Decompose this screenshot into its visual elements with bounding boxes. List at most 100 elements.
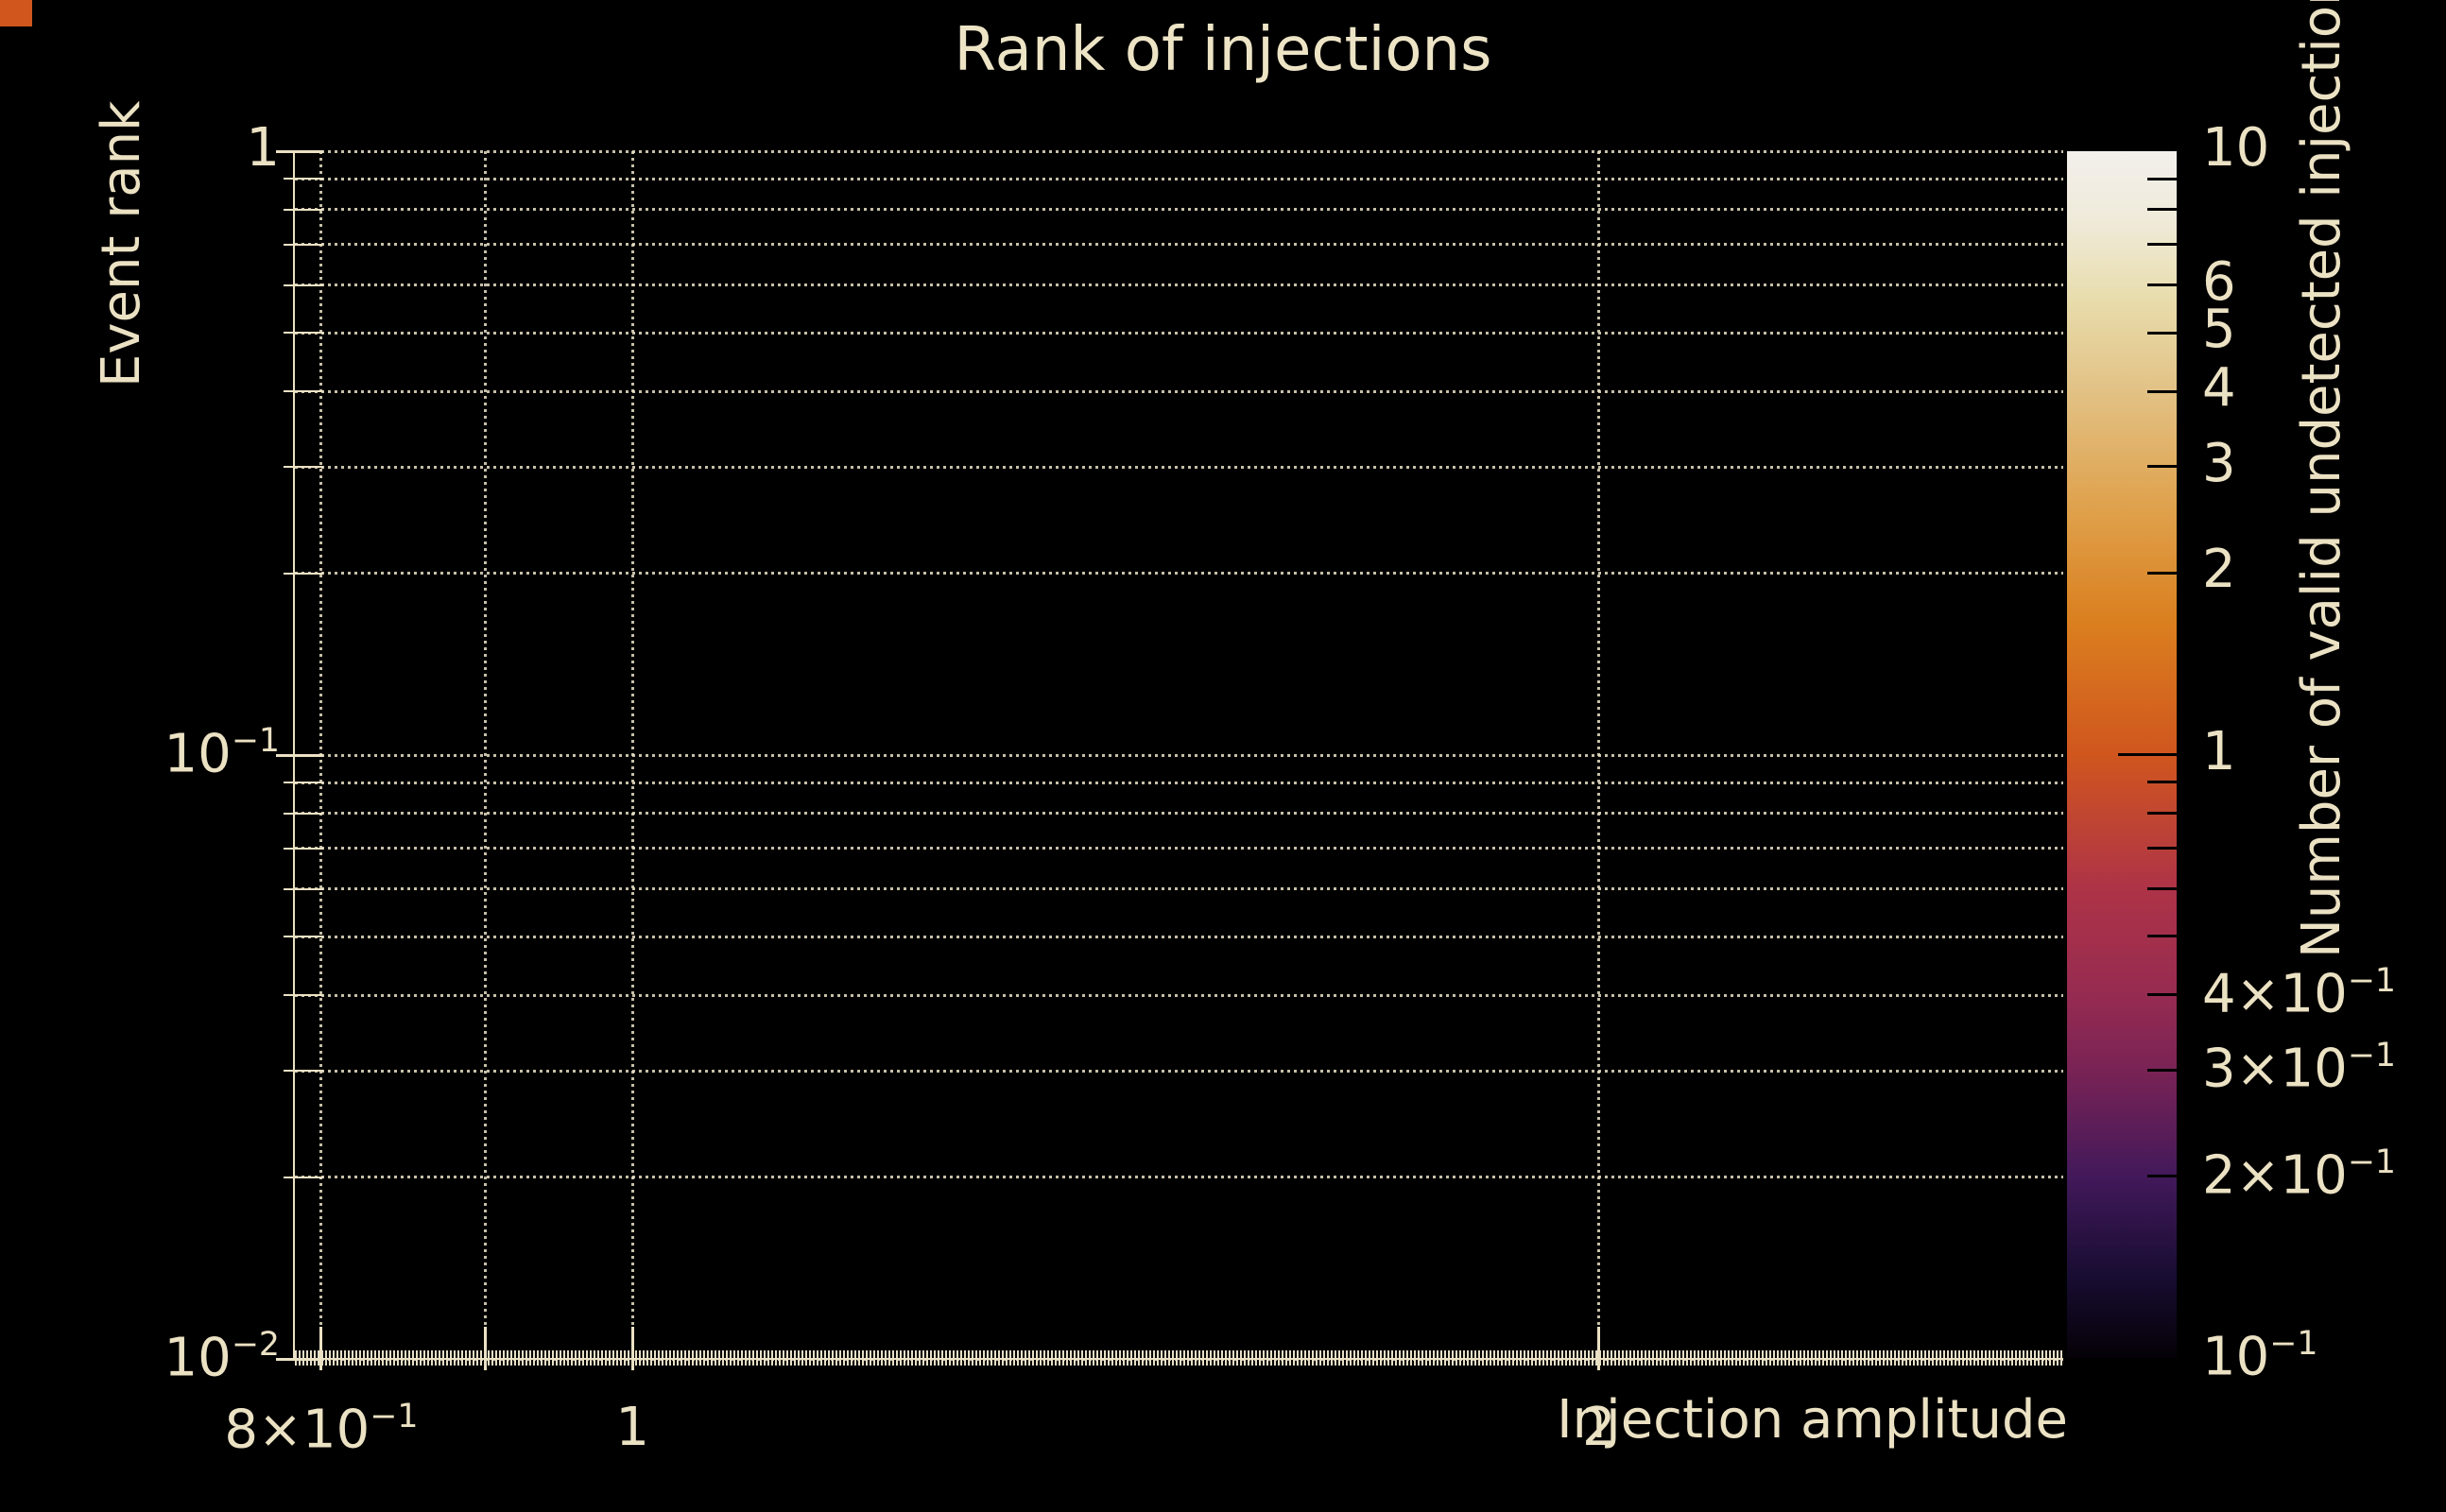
x-tick-label: 8×10−1	[224, 1398, 419, 1461]
x-tick-label: 1	[615, 1397, 649, 1458]
colorbar-label: Number of valid undetected injections	[2291, 0, 2352, 958]
y-minor-tick-mark-inner	[295, 390, 323, 393]
y-minor-tick-mark-outer	[284, 847, 295, 850]
y-minor-tick-mark-outer	[284, 390, 295, 393]
colorbar-tick-mark	[2147, 935, 2177, 938]
y-minor-gridline	[295, 1069, 2063, 1073]
y-minor-tick-mark-outer	[284, 208, 295, 211]
y-tick-mark-outer	[276, 753, 295, 757]
colorbar-tick-mark	[2147, 1175, 2177, 1178]
y-minor-tick-mark-inner	[295, 243, 323, 246]
y-minor-gridline	[295, 284, 2063, 287]
y-minor-gridline	[295, 935, 2063, 938]
colorbar-tick-mark	[2147, 284, 2177, 287]
colorbar-tick-label: 6	[2202, 250, 2236, 313]
y-minor-tick-mark-outer	[284, 812, 295, 815]
x-tick-mark-inner	[319, 1327, 323, 1359]
colorbar-tick-label: 1	[2202, 720, 2236, 782]
y-minor-tick-mark-outer	[284, 994, 295, 997]
left-spine	[293, 151, 295, 1360]
colorbar-tick-label: 3	[2202, 432, 2236, 494]
colorbar-tick-label: 5	[2202, 299, 2236, 361]
colorbar-tick-mark	[2147, 177, 2177, 180]
colorbar-tick-mark	[2147, 208, 2177, 212]
colorbar-tick-mark	[2147, 993, 2177, 997]
y-minor-tick-mark-inner	[295, 812, 323, 815]
x-tick-mark-inner	[630, 1327, 634, 1359]
y-minor-tick-mark-inner	[295, 994, 323, 997]
y-tick-mark-inner	[295, 753, 323, 757]
y-minor-gridline	[295, 887, 2063, 891]
x-tick-label: 2	[1582, 1397, 1616, 1458]
y-minor-gridline	[295, 389, 2063, 393]
colorbar-tick-label: 4×10−1	[2202, 961, 2396, 1025]
y-minor-tick-mark-outer	[284, 466, 295, 469]
x-axis-minor-comb-top	[295, 1350, 2063, 1358]
y-tick-mark-inner	[295, 149, 323, 153]
colorbar-tick-mark	[2147, 811, 2177, 815]
y-minor-tick-mark-outer	[284, 936, 295, 938]
y-tick-label: 10−2	[164, 1326, 280, 1389]
heatmap-bin	[0, 0, 32, 26]
y-minor-gridline	[295, 331, 2063, 335]
y-minor-tick-mark-inner	[295, 782, 323, 784]
x-tick-mark-inner	[484, 1327, 488, 1359]
y-minor-tick-mark-outer	[284, 572, 295, 575]
y-minor-gridline	[295, 781, 2063, 784]
y-minor-tick-mark-outer	[284, 887, 295, 890]
y-minor-gridline	[295, 243, 2063, 247]
y-minor-tick-mark-inner	[295, 572, 323, 575]
colorbar-tick-label: 4	[2202, 357, 2236, 420]
y-minor-tick-mark-inner	[295, 887, 323, 890]
colorbar-tick-mark	[2147, 465, 2177, 469]
colorbar-tick-mark	[2147, 243, 2177, 247]
y-tick-label: 10−1	[164, 722, 280, 785]
colorbar-tick-mark	[2147, 846, 2177, 850]
y-minor-tick-mark-inner	[295, 1176, 323, 1178]
colorbar-tick-mark	[2147, 886, 2177, 890]
colorbar-tick-mark	[2147, 781, 2177, 784]
x-axis-minor-comb-bottom	[295, 1360, 2063, 1366]
y-minor-tick-mark-outer	[284, 332, 295, 335]
chart-title: Rank of injections	[954, 15, 1492, 85]
y-minor-gridline	[295, 572, 2063, 576]
y-minor-tick-mark-inner	[295, 284, 323, 286]
colorbar-tick-mark	[2147, 571, 2177, 575]
y-minor-tick-mark-inner	[295, 332, 323, 335]
y-gridline	[295, 149, 2063, 153]
colorbar-tick-mark	[2147, 331, 2177, 335]
y-minor-gridline	[295, 812, 2063, 816]
bottom-spine	[293, 1358, 2063, 1360]
y-minor-gridline	[295, 177, 2063, 180]
colorbar-tick-label: 2×10−1	[2202, 1143, 2396, 1207]
y-minor-tick-mark-outer	[284, 1070, 295, 1073]
y-minor-tick-mark-inner	[295, 1070, 323, 1073]
y-tick-mark-outer	[276, 149, 295, 153]
y-minor-gridline	[295, 847, 2063, 850]
y-tick-mark-outer	[276, 1357, 295, 1361]
y-minor-tick-mark-inner	[295, 847, 323, 850]
y-minor-tick-mark-outer	[284, 1176, 295, 1178]
y-minor-gridline	[295, 1176, 2063, 1179]
colorbar-tick-mark	[2118, 753, 2177, 756]
colorbar-tick-label: 2	[2202, 539, 2236, 601]
y-minor-tick-mark-inner	[295, 208, 323, 211]
y-minor-gridline	[295, 465, 2063, 469]
y-minor-gridline	[295, 208, 2063, 212]
y-minor-tick-mark-outer	[284, 284, 295, 286]
colorbar-tick-label: 3×10−1	[2202, 1037, 2396, 1100]
colorbar-tick-mark	[2147, 389, 2177, 393]
y-minor-tick-mark-outer	[284, 243, 295, 246]
y-minor-tick-mark-outer	[284, 782, 295, 784]
y-minor-tick-mark-inner	[295, 936, 323, 938]
y-minor-tick-mark-inner	[295, 178, 323, 180]
x-axis-label: Injection amplitude	[1557, 1389, 2068, 1451]
y-minor-gridline	[295, 993, 2063, 997]
y-minor-tick-mark-inner	[295, 466, 323, 469]
y-minor-tick-mark-outer	[284, 178, 295, 180]
colorbar-tick-mark	[2147, 1068, 2177, 1072]
colorbar-tick-label: 10−1	[2202, 1325, 2318, 1388]
y-gridline	[295, 753, 2063, 757]
y-tick-label: 1	[246, 117, 280, 179]
